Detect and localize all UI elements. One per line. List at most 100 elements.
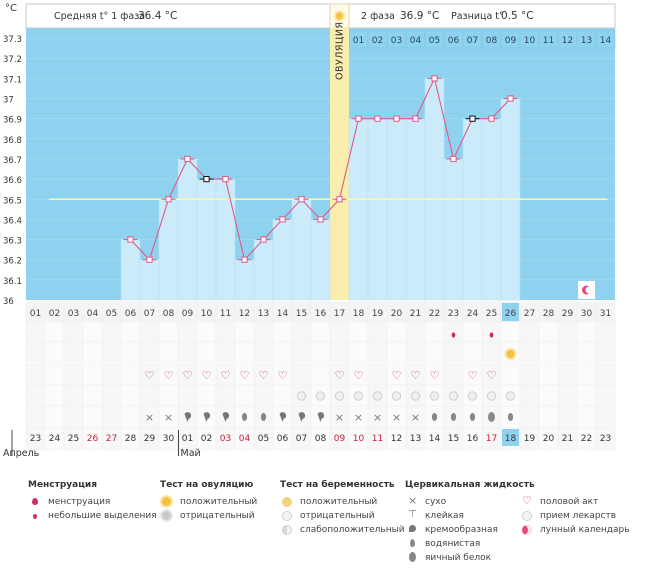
legend-cervical-title: Цервикальная жидкость <box>405 480 535 490</box>
creamy-icon <box>184 412 192 422</box>
row-cell <box>557 321 578 343</box>
row-cell <box>44 341 65 363</box>
phase2-label: 2 фаза <box>361 11 395 22</box>
day-label: 21 <box>410 309 421 319</box>
row-cell <box>595 427 616 451</box>
row-cell <box>500 321 521 343</box>
temperature-point <box>260 236 267 243</box>
pregnancy-weak-icon <box>280 524 294 536</box>
legend-item-ovu-negative: отрицательный <box>160 509 257 523</box>
row-cell <box>158 384 179 407</box>
dry-x-icon: × <box>392 411 401 424</box>
row-cell <box>82 384 103 407</box>
date-label: 19 <box>524 434 536 444</box>
row-cell <box>63 363 84 386</box>
legend-item-spotting: небольшие выделения <box>28 509 157 523</box>
spotting-drop-icon <box>28 510 42 522</box>
pill-icon <box>429 391 440 401</box>
day-axis: 01 02 03 04 05 06 07 08 09 10 11 12 13 14 15 16 17 18 19 20… <box>30 303 611 321</box>
row-cell <box>253 321 274 343</box>
temperature-bar <box>405 118 426 301</box>
row-cell <box>538 321 559 343</box>
phase2-day-label: 11 <box>543 36 554 46</box>
legend-item-medication: прием лекарств <box>520 509 630 523</box>
row-cell <box>557 405 578 429</box>
row-cell <box>519 321 540 343</box>
diff-label: Разница t° <box>451 11 504 22</box>
phase2-day-label: 09 <box>505 36 517 46</box>
temperature-point <box>393 115 400 122</box>
row-cell <box>82 321 103 343</box>
y-tick-label: 36.8 <box>3 136 22 146</box>
day-label: 08 <box>163 309 175 319</box>
row-cell <box>519 363 540 386</box>
ovulation-sun-icon <box>334 10 345 22</box>
legend-item-preg-positive: положительный <box>280 495 405 509</box>
temperature-point <box>165 196 172 203</box>
row-cell <box>557 363 578 386</box>
day-label: 09 <box>182 309 194 319</box>
ovulation-band <box>330 28 349 300</box>
row-cell <box>63 405 84 429</box>
moon-icon-cut <box>585 286 593 294</box>
pill-icon <box>448 391 459 401</box>
row-cell <box>576 341 597 363</box>
temperature-bars <box>120 78 521 301</box>
pill-icon <box>353 391 364 401</box>
heart-icon: ♡ <box>354 369 364 382</box>
legend-item-intercourse: половой акт <box>520 494 630 509</box>
legend-item-ovu-positive: положительный <box>160 495 257 509</box>
date-label: 28 <box>125 434 137 444</box>
day-label: 31 <box>600 309 611 319</box>
row-cell <box>310 341 331 363</box>
watery-drop-icon <box>260 413 267 421</box>
day-label: 01 <box>30 309 41 319</box>
row-cell <box>424 341 445 363</box>
date-label: 02 <box>201 434 212 444</box>
heart-icon: ♡ <box>335 369 345 382</box>
row-cell <box>253 384 274 407</box>
date-label: 08 <box>315 434 327 444</box>
row-cell <box>101 405 122 429</box>
y-tick-label: 36.5 <box>3 196 22 206</box>
temperature-point <box>431 75 438 82</box>
date-label: 27 <box>106 434 117 444</box>
row-cell <box>576 321 597 343</box>
day-label: 05 <box>106 309 117 319</box>
temperature-points <box>123 75 518 263</box>
date-label: 11 <box>372 434 383 444</box>
date-label: 15 <box>448 434 459 444</box>
egg-white-icon <box>405 552 419 564</box>
y-tick-label: 36.4 <box>3 216 22 226</box>
y-tick-label: 36.6 <box>3 176 22 186</box>
pill-icon <box>372 391 383 401</box>
row-cell <box>82 405 103 429</box>
row-cell <box>234 384 255 407</box>
row-cell <box>177 341 198 363</box>
temperature-point <box>222 176 229 183</box>
day-label: 14 <box>277 309 289 319</box>
watery-drop-icon <box>431 413 438 421</box>
heart-icon: ♡ <box>164 369 174 382</box>
row-cell <box>82 341 103 363</box>
creamy-icon <box>298 412 306 422</box>
legend-item-lunar: лунный календарь <box>520 523 630 537</box>
row-cell <box>576 384 597 407</box>
row-cell <box>101 363 122 386</box>
date-label: 21 <box>562 434 573 444</box>
date-label: 23 <box>600 434 611 444</box>
row-cell <box>253 341 274 363</box>
row-cell <box>557 384 578 407</box>
heart-icon <box>520 494 534 508</box>
date-label: 18 <box>505 434 517 444</box>
row-cell <box>538 363 559 386</box>
date-label: 04 <box>239 434 251 444</box>
dry-x-icon: × <box>354 411 363 424</box>
phase2-day-label: 04 <box>410 36 422 46</box>
month-label: Май <box>181 448 201 459</box>
row-cell <box>538 384 559 407</box>
ovulation-positive-icon <box>160 496 174 508</box>
y-tick-label: 36.9 <box>3 116 22 126</box>
temperature-bar <box>253 239 274 301</box>
